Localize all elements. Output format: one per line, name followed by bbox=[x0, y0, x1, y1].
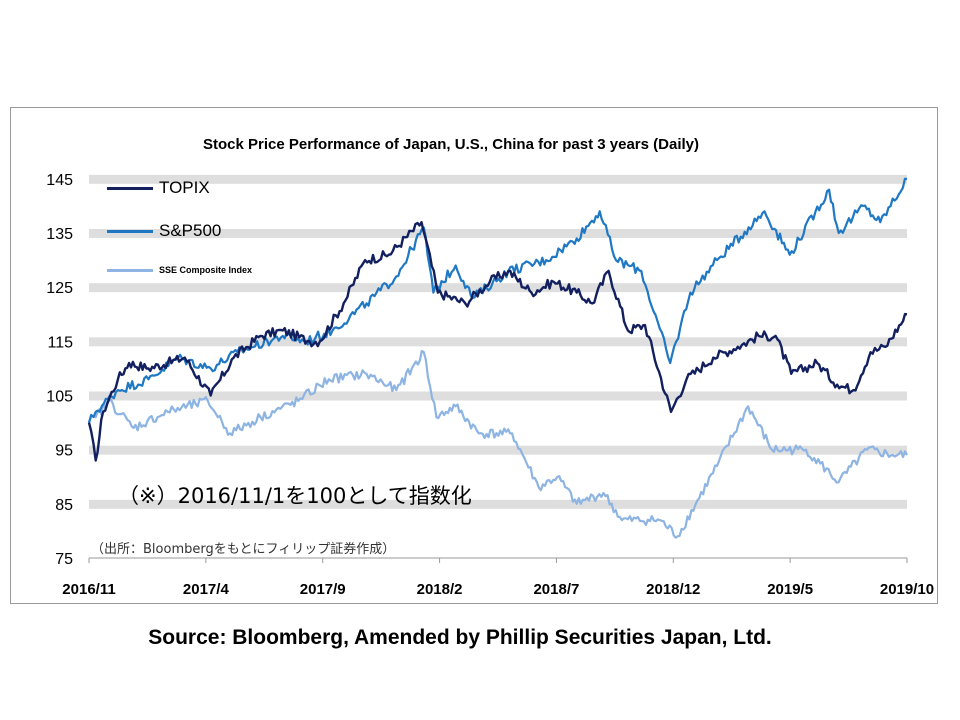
y-tick-label-95: 95 bbox=[55, 443, 73, 460]
series-line-s-p500 bbox=[87, 177, 907, 423]
x-tick-label: 2018/12 bbox=[646, 581, 700, 598]
grid-band-85 bbox=[89, 499, 907, 509]
chart-frame: 75 85 95 105 115 125 135 145 2016/11 2017/4 2017/9… bbox=[10, 107, 938, 604]
y-tick-label-145: 145 bbox=[46, 172, 73, 189]
legend-item-sse: SSE Composite Index bbox=[107, 265, 252, 275]
index-note: （※）2016/11/1を100として指数化 bbox=[118, 484, 472, 508]
x-tick-label: 2018/7 bbox=[533, 581, 579, 598]
grid-band-105 bbox=[89, 391, 907, 401]
grid-band-125 bbox=[89, 283, 907, 293]
grid-band-145 bbox=[89, 174, 907, 184]
legend-item-sp500: S&P500 bbox=[107, 221, 221, 241]
y-tick-label-85: 85 bbox=[55, 497, 73, 514]
y-tick-label-135: 135 bbox=[46, 226, 73, 243]
x-tick-label: 2019/5 bbox=[767, 581, 813, 598]
y-tick-label-75: 75 bbox=[55, 551, 73, 568]
series-line-topix bbox=[87, 221, 908, 462]
legend-item-topix: TOPIX bbox=[107, 178, 210, 198]
x-tick-label: 2017/9 bbox=[300, 581, 346, 598]
source-caption: Source: Bloomberg, Amended by Phillip Se… bbox=[148, 626, 772, 649]
grid-band-95 bbox=[89, 445, 907, 455]
series-line-sse-composite-index bbox=[87, 349, 908, 539]
line-chart: 75 85 95 105 115 125 135 145 2016/11 2017/4 2017/9… bbox=[46, 172, 934, 598]
chart-title: Stock Price Performance of Japan, U.S., … bbox=[202, 136, 699, 153]
y-tick-label-105: 105 bbox=[46, 389, 73, 406]
source-note: （出所：Bloombergをもとにフィリップ証券作成） bbox=[91, 542, 396, 557]
x-tick-label: 2018/2 bbox=[417, 581, 463, 598]
legend-swatch-sse bbox=[107, 268, 153, 272]
legend-label-sp500: S&P500 bbox=[159, 221, 222, 240]
legend-label-topix: TOPIX bbox=[159, 178, 210, 197]
y-tick-label-125: 125 bbox=[46, 280, 73, 297]
x-tick-label: 2016/11 bbox=[62, 581, 115, 598]
legend-swatch-sp500 bbox=[107, 229, 153, 233]
grid-band-115 bbox=[89, 337, 907, 347]
y-tick-label-115: 115 bbox=[47, 334, 73, 351]
x-tick-label: 2017/4 bbox=[183, 581, 230, 598]
grid-band-135 bbox=[89, 229, 907, 238]
x-tick-label: 2019/10 bbox=[880, 581, 934, 598]
legend-label-sse: SSE Composite Index bbox=[159, 265, 253, 275]
legend-swatch-topix bbox=[107, 186, 153, 190]
